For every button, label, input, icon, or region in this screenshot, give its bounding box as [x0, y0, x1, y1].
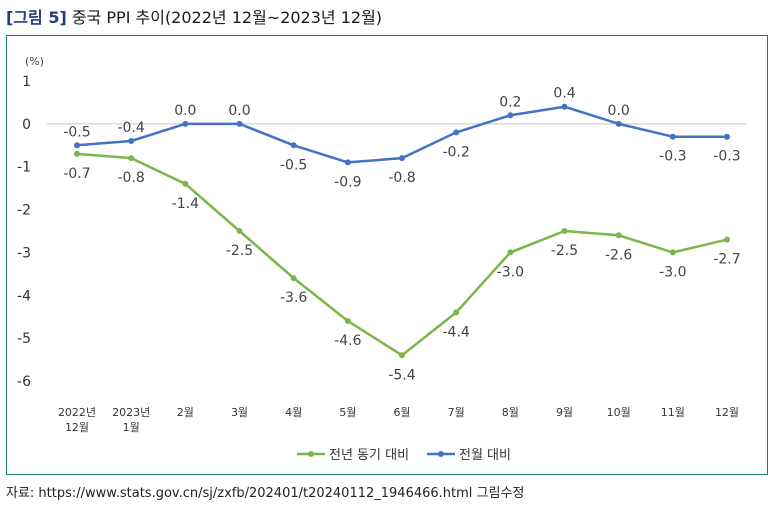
data-point	[128, 155, 135, 162]
x-tick-label: 2월	[177, 406, 194, 419]
data-point	[507, 112, 514, 119]
figure-title-text: 중국 PPI 추이(2022년 12월~2023년 12월)	[71, 8, 383, 27]
data-label: -2.7	[713, 252, 740, 268]
data-label: -4.6	[334, 333, 361, 349]
x-tick-label: 2022년 12월	[58, 406, 96, 434]
data-point	[128, 138, 135, 144]
figure-number: [그림 5]	[6, 8, 67, 27]
data-label: 0.2	[499, 94, 521, 110]
data-point	[182, 120, 189, 127]
y-tick-label: 1	[22, 74, 31, 90]
data-label: -0.9	[334, 174, 361, 190]
data-label: -2.5	[226, 243, 253, 259]
x-tick-label: 11월	[661, 406, 685, 419]
data-point	[453, 309, 460, 316]
legend-item: 전월 대비	[427, 448, 511, 463]
data-label: 0.0	[608, 103, 630, 119]
legend-label: 전년 동기 대비	[329, 448, 409, 463]
data-point	[74, 150, 80, 157]
data-label: -0.7	[63, 166, 90, 182]
data-label: -0.4	[118, 120, 145, 136]
data-label: 0.0	[174, 103, 196, 119]
data-point	[236, 120, 243, 127]
y-tick-label: -5	[17, 331, 31, 347]
legend-marker	[308, 451, 314, 457]
data-point	[615, 120, 622, 127]
y-tick-label: -4	[17, 288, 31, 304]
data-point	[182, 180, 189, 187]
data-point	[344, 318, 351, 324]
legend-label: 전월 대비	[459, 448, 511, 463]
legend-marker	[438, 451, 444, 457]
data-point	[669, 133, 676, 140]
figure-title: [그림 5] 중국 PPI 추이(2022년 12월~2023년 12월)	[6, 4, 382, 28]
x-tick-label: 10월	[607, 406, 631, 419]
x-tick-label: 8월	[502, 406, 519, 419]
x-tick-label: 9월	[556, 406, 573, 419]
y-tick-label: -2	[17, 203, 31, 219]
data-label: 0.0	[228, 103, 250, 119]
x-tick-label: 12월	[715, 406, 739, 419]
y-tick-label: -1	[17, 160, 31, 176]
x-tick-label: 7월	[448, 406, 465, 419]
x-tick-label: 3월	[231, 406, 248, 419]
data-label: -3.6	[280, 290, 307, 306]
data-point	[724, 133, 730, 140]
y-unit-label: (%)	[25, 55, 44, 68]
data-label: -4.4	[443, 324, 470, 340]
chart-frame: (%) 1 0 -1 -2 -3 -4 -5 -6 2022년 12월 2023년 1월 2월 3월 4월…	[6, 35, 768, 475]
data-label: -0.3	[713, 149, 740, 165]
data-label: -1.4	[172, 196, 199, 212]
y-tick-label: -6	[17, 374, 31, 390]
data-point	[453, 129, 460, 136]
data-label: -0.8	[118, 170, 145, 186]
data-point	[561, 103, 568, 110]
y-tick-label: -3	[17, 245, 31, 261]
x-tick-label: 5월	[339, 406, 356, 419]
data-label: 0.4	[553, 86, 575, 102]
data-point	[399, 352, 405, 359]
data-label: -0.5	[280, 157, 307, 173]
data-point	[507, 249, 514, 256]
data-label: -2.5	[551, 243, 578, 259]
legend-item: 전년 동기 대비	[297, 448, 409, 463]
data-label: -5.4	[388, 367, 415, 383]
data-label: -0.2	[443, 144, 470, 160]
data-label: -3.0	[497, 264, 524, 280]
x-tick-label: 2023년 1월	[112, 406, 150, 434]
data-label: -0.5	[63, 124, 90, 140]
data-point	[74, 142, 80, 149]
line-chart: (%) 1 0 -1 -2 -3 -4 -5 -6 2022년 12월 2023년 1월 2월 3월 4월…	[17, 55, 747, 463]
data-point	[669, 249, 676, 256]
data-point	[236, 228, 243, 234]
data-point	[290, 142, 297, 149]
source-note: 자료: https://www.stats.gov.cn/sj/zxfb/202…	[6, 486, 525, 501]
data-point	[399, 155, 405, 162]
data-point	[561, 228, 568, 234]
data-label: -3.0	[659, 264, 686, 280]
y-tick-label: 0	[22, 117, 31, 133]
x-tick-label: 6월	[393, 406, 410, 419]
data-point	[290, 275, 297, 282]
data-label: -0.8	[388, 170, 415, 186]
data-point	[615, 232, 622, 239]
data-label: -2.6	[605, 247, 632, 263]
data-point	[724, 236, 730, 243]
data-point	[344, 159, 351, 166]
data-label: -0.3	[659, 149, 686, 165]
x-tick-label: 4월	[285, 406, 302, 419]
